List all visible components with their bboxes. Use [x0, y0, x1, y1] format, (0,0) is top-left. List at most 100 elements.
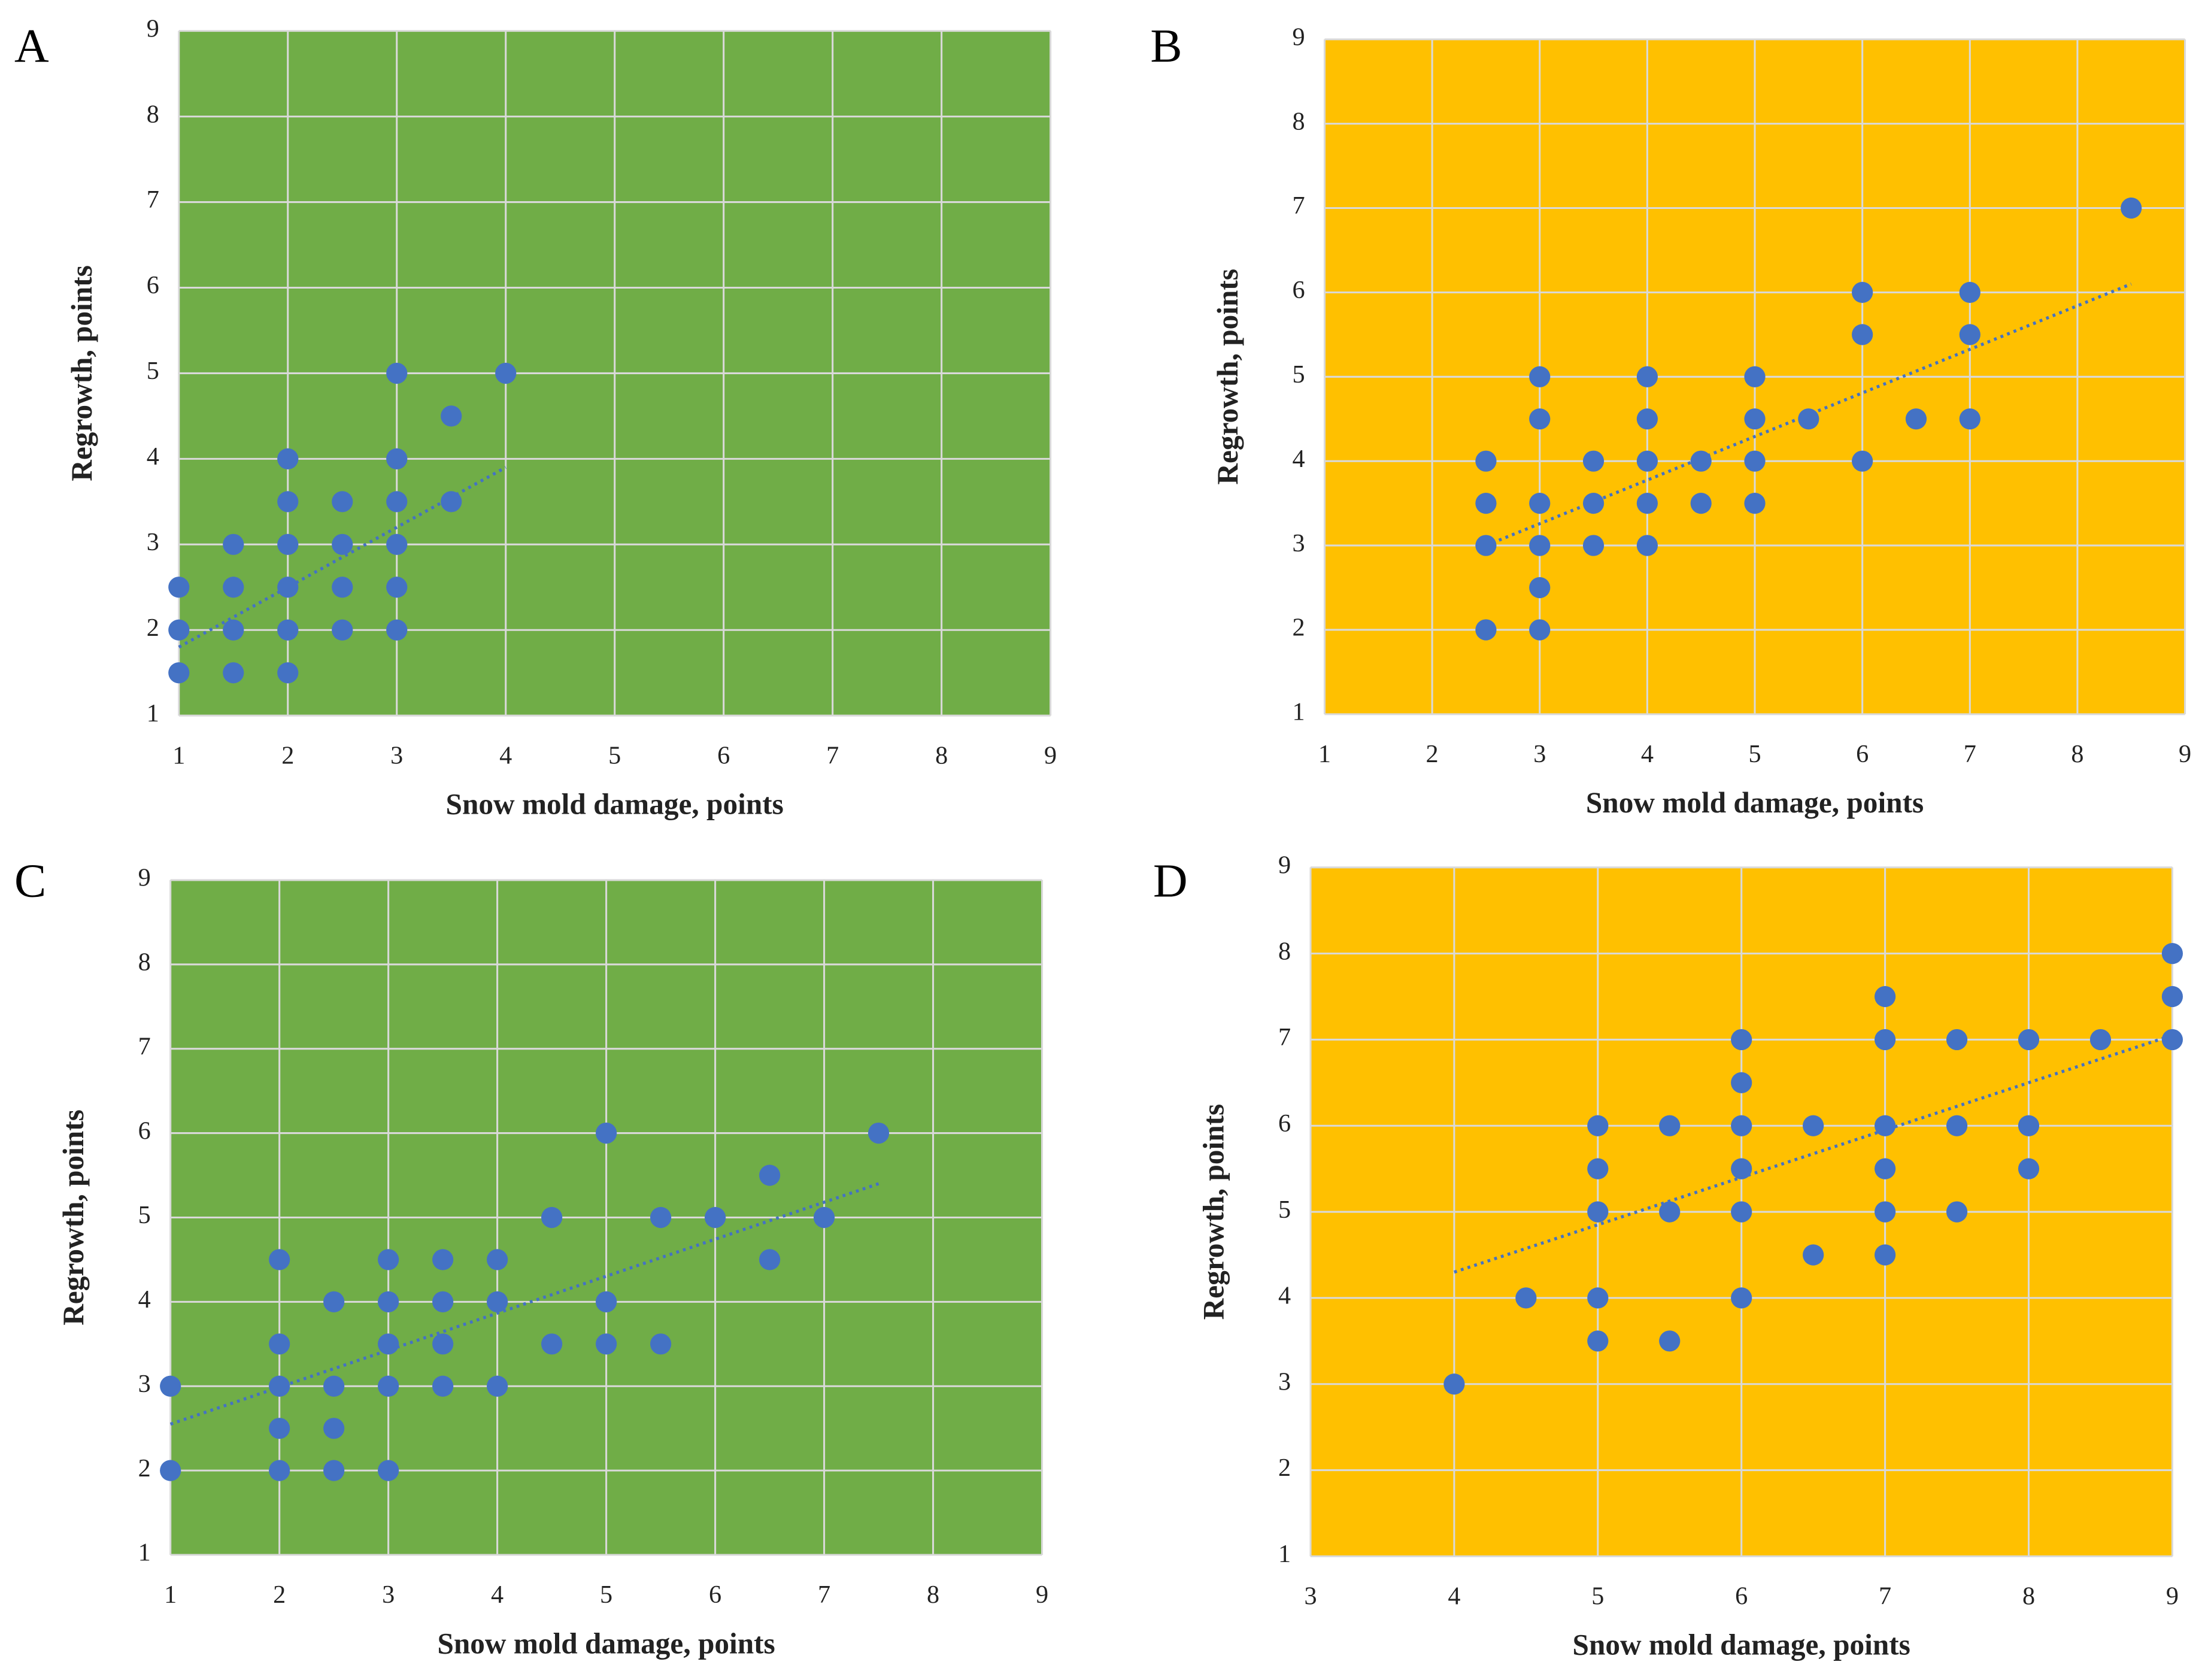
- data-point: [1587, 1115, 1609, 1136]
- data-point: [1803, 1115, 1824, 1136]
- data-point: [704, 1206, 726, 1229]
- data-point: [168, 619, 190, 641]
- data-point: [1529, 408, 1551, 430]
- panel-label: D: [1153, 855, 1188, 908]
- data-point: [1659, 1330, 1681, 1352]
- data-point: [596, 1122, 617, 1144]
- x-tick-label: 5: [1591, 1582, 1604, 1611]
- y-tick-label: 5: [147, 357, 159, 385]
- data-point: [1529, 366, 1551, 387]
- data-point: [1744, 408, 1766, 430]
- data-point: [1582, 493, 1605, 514]
- data-point: [386, 619, 408, 641]
- x-tick-label: 7: [1964, 740, 1976, 768]
- x-tick-label: 7: [1879, 1582, 1891, 1611]
- data-point: [1852, 281, 1873, 304]
- data-point: [759, 1249, 781, 1270]
- y-tick-label: 6: [1293, 276, 1305, 304]
- data-point: [1875, 1201, 1896, 1223]
- data-point: [1587, 1201, 1609, 1223]
- x-tick-label: 4: [1641, 740, 1654, 768]
- data-point: [223, 662, 244, 684]
- data-point: [432, 1333, 454, 1355]
- y-axis-title: Regrowth, points: [65, 265, 98, 481]
- data-point: [1875, 985, 1896, 1008]
- data-point: [378, 1249, 399, 1270]
- data-point: [1529, 535, 1551, 556]
- data-point: [332, 491, 353, 513]
- y-tick-label: 5: [1293, 360, 1305, 389]
- y-tick-label: 3: [147, 528, 159, 556]
- data-point: [1587, 1330, 1609, 1352]
- data-point: [495, 362, 517, 384]
- y-tick-label: 4: [138, 1285, 151, 1314]
- data-point: [1731, 1115, 1752, 1136]
- data-point: [168, 577, 190, 598]
- panel-label: A: [14, 20, 49, 72]
- data-point: [1582, 535, 1605, 556]
- data-point: [541, 1206, 563, 1229]
- data-point: [1690, 493, 1712, 514]
- data-point: [1636, 493, 1658, 514]
- data-point: [1946, 1115, 1968, 1136]
- data-point: [813, 1206, 835, 1229]
- x-tick-label: 4: [499, 741, 512, 769]
- data-point: [1731, 1158, 1752, 1179]
- y-tick-label: 4: [147, 442, 159, 471]
- x-tick-label: 1: [164, 1581, 177, 1609]
- data-point: [1803, 1244, 1824, 1266]
- y-axis-title: Regrowth, points: [57, 1109, 90, 1326]
- data-point: [596, 1333, 617, 1355]
- data-point: [1636, 535, 1658, 556]
- data-point: [269, 1333, 290, 1355]
- y-tick-label: 9: [138, 864, 151, 892]
- data-point: [1582, 450, 1605, 472]
- x-tick-label: 6: [709, 1581, 721, 1609]
- data-point: [332, 619, 353, 641]
- y-tick-label: 4: [1278, 1282, 1291, 1310]
- x-tick-label: 9: [2166, 1582, 2179, 1611]
- panel-label: B: [1150, 20, 1182, 72]
- x-tick-label: 5: [600, 1581, 612, 1609]
- y-tick-label: 8: [138, 948, 151, 977]
- y-tick-label: 9: [1293, 23, 1305, 51]
- data-point: [160, 1375, 181, 1397]
- data-point: [378, 1460, 399, 1481]
- data-point: [596, 1291, 617, 1312]
- x-tick-label: 7: [818, 1581, 830, 1609]
- data-point: [1798, 408, 1819, 430]
- y-tick-label: 9: [147, 14, 159, 43]
- y-tick-label: 6: [1278, 1109, 1291, 1138]
- data-point: [386, 362, 408, 384]
- y-tick-label: 9: [1278, 851, 1291, 879]
- data-point: [323, 1375, 345, 1397]
- data-point: [2089, 1029, 2112, 1051]
- data-point: [759, 1165, 781, 1186]
- x-axis-title: Snow mold damage, points: [446, 788, 784, 821]
- data-point: [441, 491, 462, 513]
- data-point: [2161, 942, 2183, 965]
- y-tick-label: 2: [147, 614, 159, 642]
- data-point: [332, 533, 353, 555]
- y-tick-label: 7: [1293, 192, 1305, 220]
- x-tick-label: 9: [1044, 741, 1057, 769]
- data-point: [2018, 1115, 2040, 1136]
- data-point: [541, 1333, 563, 1355]
- x-tick-label: 3: [1533, 740, 1546, 768]
- data-point: [277, 577, 299, 598]
- data-point: [1529, 493, 1551, 514]
- trend-line: [169, 1182, 879, 1426]
- data-point: [269, 1418, 290, 1439]
- x-tick-label: 2: [281, 741, 294, 769]
- data-point: [487, 1291, 508, 1312]
- y-tick-label: 1: [1293, 698, 1305, 726]
- data-point: [1587, 1287, 1609, 1309]
- data-point: [277, 619, 299, 641]
- data-point: [269, 1249, 290, 1270]
- data-point: [1852, 324, 1873, 345]
- data-point: [1946, 1201, 1968, 1223]
- data-point: [1946, 1029, 1968, 1051]
- y-tick-label: 2: [138, 1454, 151, 1482]
